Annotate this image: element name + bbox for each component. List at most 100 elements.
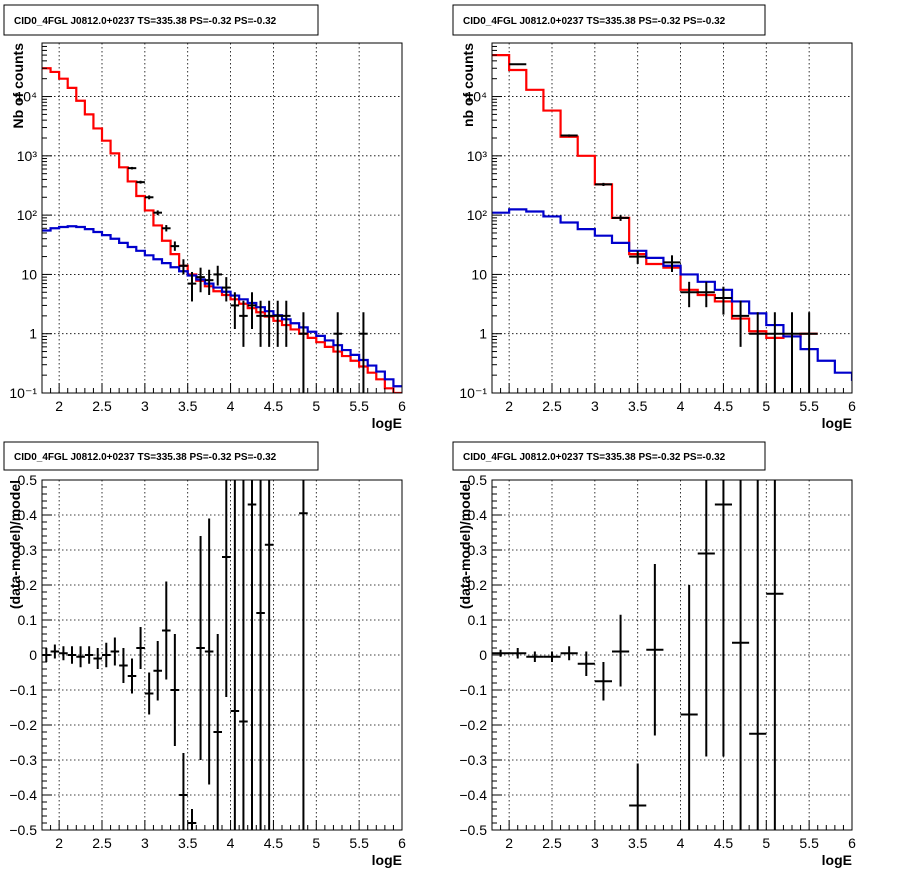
data-point [732, 300, 750, 347]
data-point [119, 648, 128, 683]
data-point [136, 180, 145, 184]
data-point [714, 480, 732, 757]
data-point [222, 480, 231, 697]
data-point [84, 646, 94, 664]
x-tick-label: 2.5 [92, 835, 112, 851]
data-point [179, 259, 188, 275]
plot-frame [41, 42, 403, 394]
x-axis-label: logE [372, 415, 402, 431]
chart-title-box [452, 4, 766, 36]
y-tick-label: 10³ [467, 148, 488, 164]
data-point [333, 312, 342, 393]
x-tick-label: 5.5 [349, 398, 369, 414]
model-step-line-1 [492, 54, 818, 339]
data-point [162, 581, 171, 680]
data-point [543, 651, 561, 662]
data-point [170, 634, 180, 746]
y-tick-label: 1 [479, 326, 487, 342]
y-tick-label: −0.1 [459, 682, 487, 698]
data-point [299, 480, 308, 830]
model-step-line-2 [42, 225, 402, 388]
data-point [359, 312, 368, 393]
x-tick-label: 4 [227, 835, 235, 851]
x-tick-label: 5.5 [799, 835, 819, 851]
y-tick-label: 10 [21, 266, 37, 282]
chart-panel-1: CID0_4FGL J0812.0+0237 TS=335.38 PS=-0.3… [3, 4, 406, 431]
y-tick-label: 0.3 [18, 542, 38, 558]
y-tick-label: 0.1 [18, 612, 38, 628]
y-tick-label: 10² [17, 207, 38, 223]
y-axis-label: Nb of counts [10, 43, 26, 129]
data-point [264, 480, 274, 830]
x-tick-label: 3.5 [178, 398, 198, 414]
data-point [492, 649, 510, 657]
y-tick-label: −0.5 [459, 822, 487, 838]
data-point [732, 480, 750, 830]
y-tick-label: 0.1 [468, 612, 488, 628]
y-tick-label: 0 [29, 647, 37, 663]
x-tick-label: 3.5 [628, 835, 648, 851]
y-tick-label: −0.1 [9, 682, 37, 698]
data-point [59, 646, 68, 661]
data-point [196, 267, 205, 293]
x-tick-label: 2.5 [542, 398, 562, 414]
data-point [509, 648, 527, 659]
data-point [153, 641, 162, 701]
data-point [144, 195, 154, 200]
data-point [127, 658, 137, 694]
x-axis-label: logE [372, 852, 402, 868]
y-tick-label: 0.2 [468, 577, 488, 593]
x-tick-label: 4.5 [264, 398, 284, 414]
data-point [560, 646, 578, 661]
data-point [239, 300, 248, 347]
x-tick-label: 4.5 [714, 835, 734, 851]
data-point [629, 763, 647, 830]
data-point [102, 642, 111, 668]
x-tick-label: 5 [312, 398, 320, 414]
data-point [680, 281, 698, 308]
x-tick-label: 6 [398, 835, 406, 851]
x-tick-label: 6 [848, 835, 856, 851]
x-tick-label: 4 [227, 398, 235, 414]
y-tick-label: 10⁻¹ [459, 385, 487, 401]
data-point [247, 480, 257, 830]
data-point [256, 300, 265, 347]
data-point [67, 646, 77, 664]
x-tick-label: 4 [677, 835, 685, 851]
data-point [222, 277, 231, 302]
chart-panel-4: CID0_4FGL J0812.0+0237 TS=335.38 PS=-0.3… [452, 441, 856, 868]
data-point [663, 255, 681, 272]
data-point [697, 480, 715, 757]
y-tick-label: 0.4 [468, 507, 488, 523]
plot-area [42, 480, 308, 830]
y-tick-label: 10 [471, 266, 487, 282]
data-point [749, 480, 767, 830]
x-tick-label: 2 [505, 835, 513, 851]
chart-title-box [3, 441, 319, 471]
data-point [204, 518, 214, 785]
x-tick-label: 2 [55, 835, 63, 851]
data-point [577, 651, 595, 676]
data-point [612, 614, 630, 687]
x-tick-label: 2 [55, 398, 63, 414]
data-point [594, 182, 612, 186]
y-axis-label: (data-model)/model [7, 480, 23, 609]
y-axis-label: (data-model)/model [457, 480, 473, 609]
plot-area [492, 480, 784, 830]
y-tick-label: −0.2 [459, 717, 487, 733]
y-tick-label: 10² [467, 207, 488, 223]
chart-title-box [452, 441, 766, 471]
data-point [749, 312, 767, 393]
data-point [594, 662, 612, 701]
y-tick-label: 10⁴ [465, 89, 487, 105]
chart-title: CID0_4FGL J0812.0+0237 TS=335.38 PS=-0.3… [14, 16, 277, 27]
data-point [766, 312, 784, 393]
data-point [93, 648, 102, 669]
data-point [76, 646, 85, 668]
x-tick-label: 3 [591, 398, 599, 414]
y-tick-label: 0.5 [468, 472, 488, 488]
x-tick-label: 6 [848, 398, 856, 414]
y-tick-label: −0.2 [9, 717, 37, 733]
data-point [560, 134, 578, 137]
